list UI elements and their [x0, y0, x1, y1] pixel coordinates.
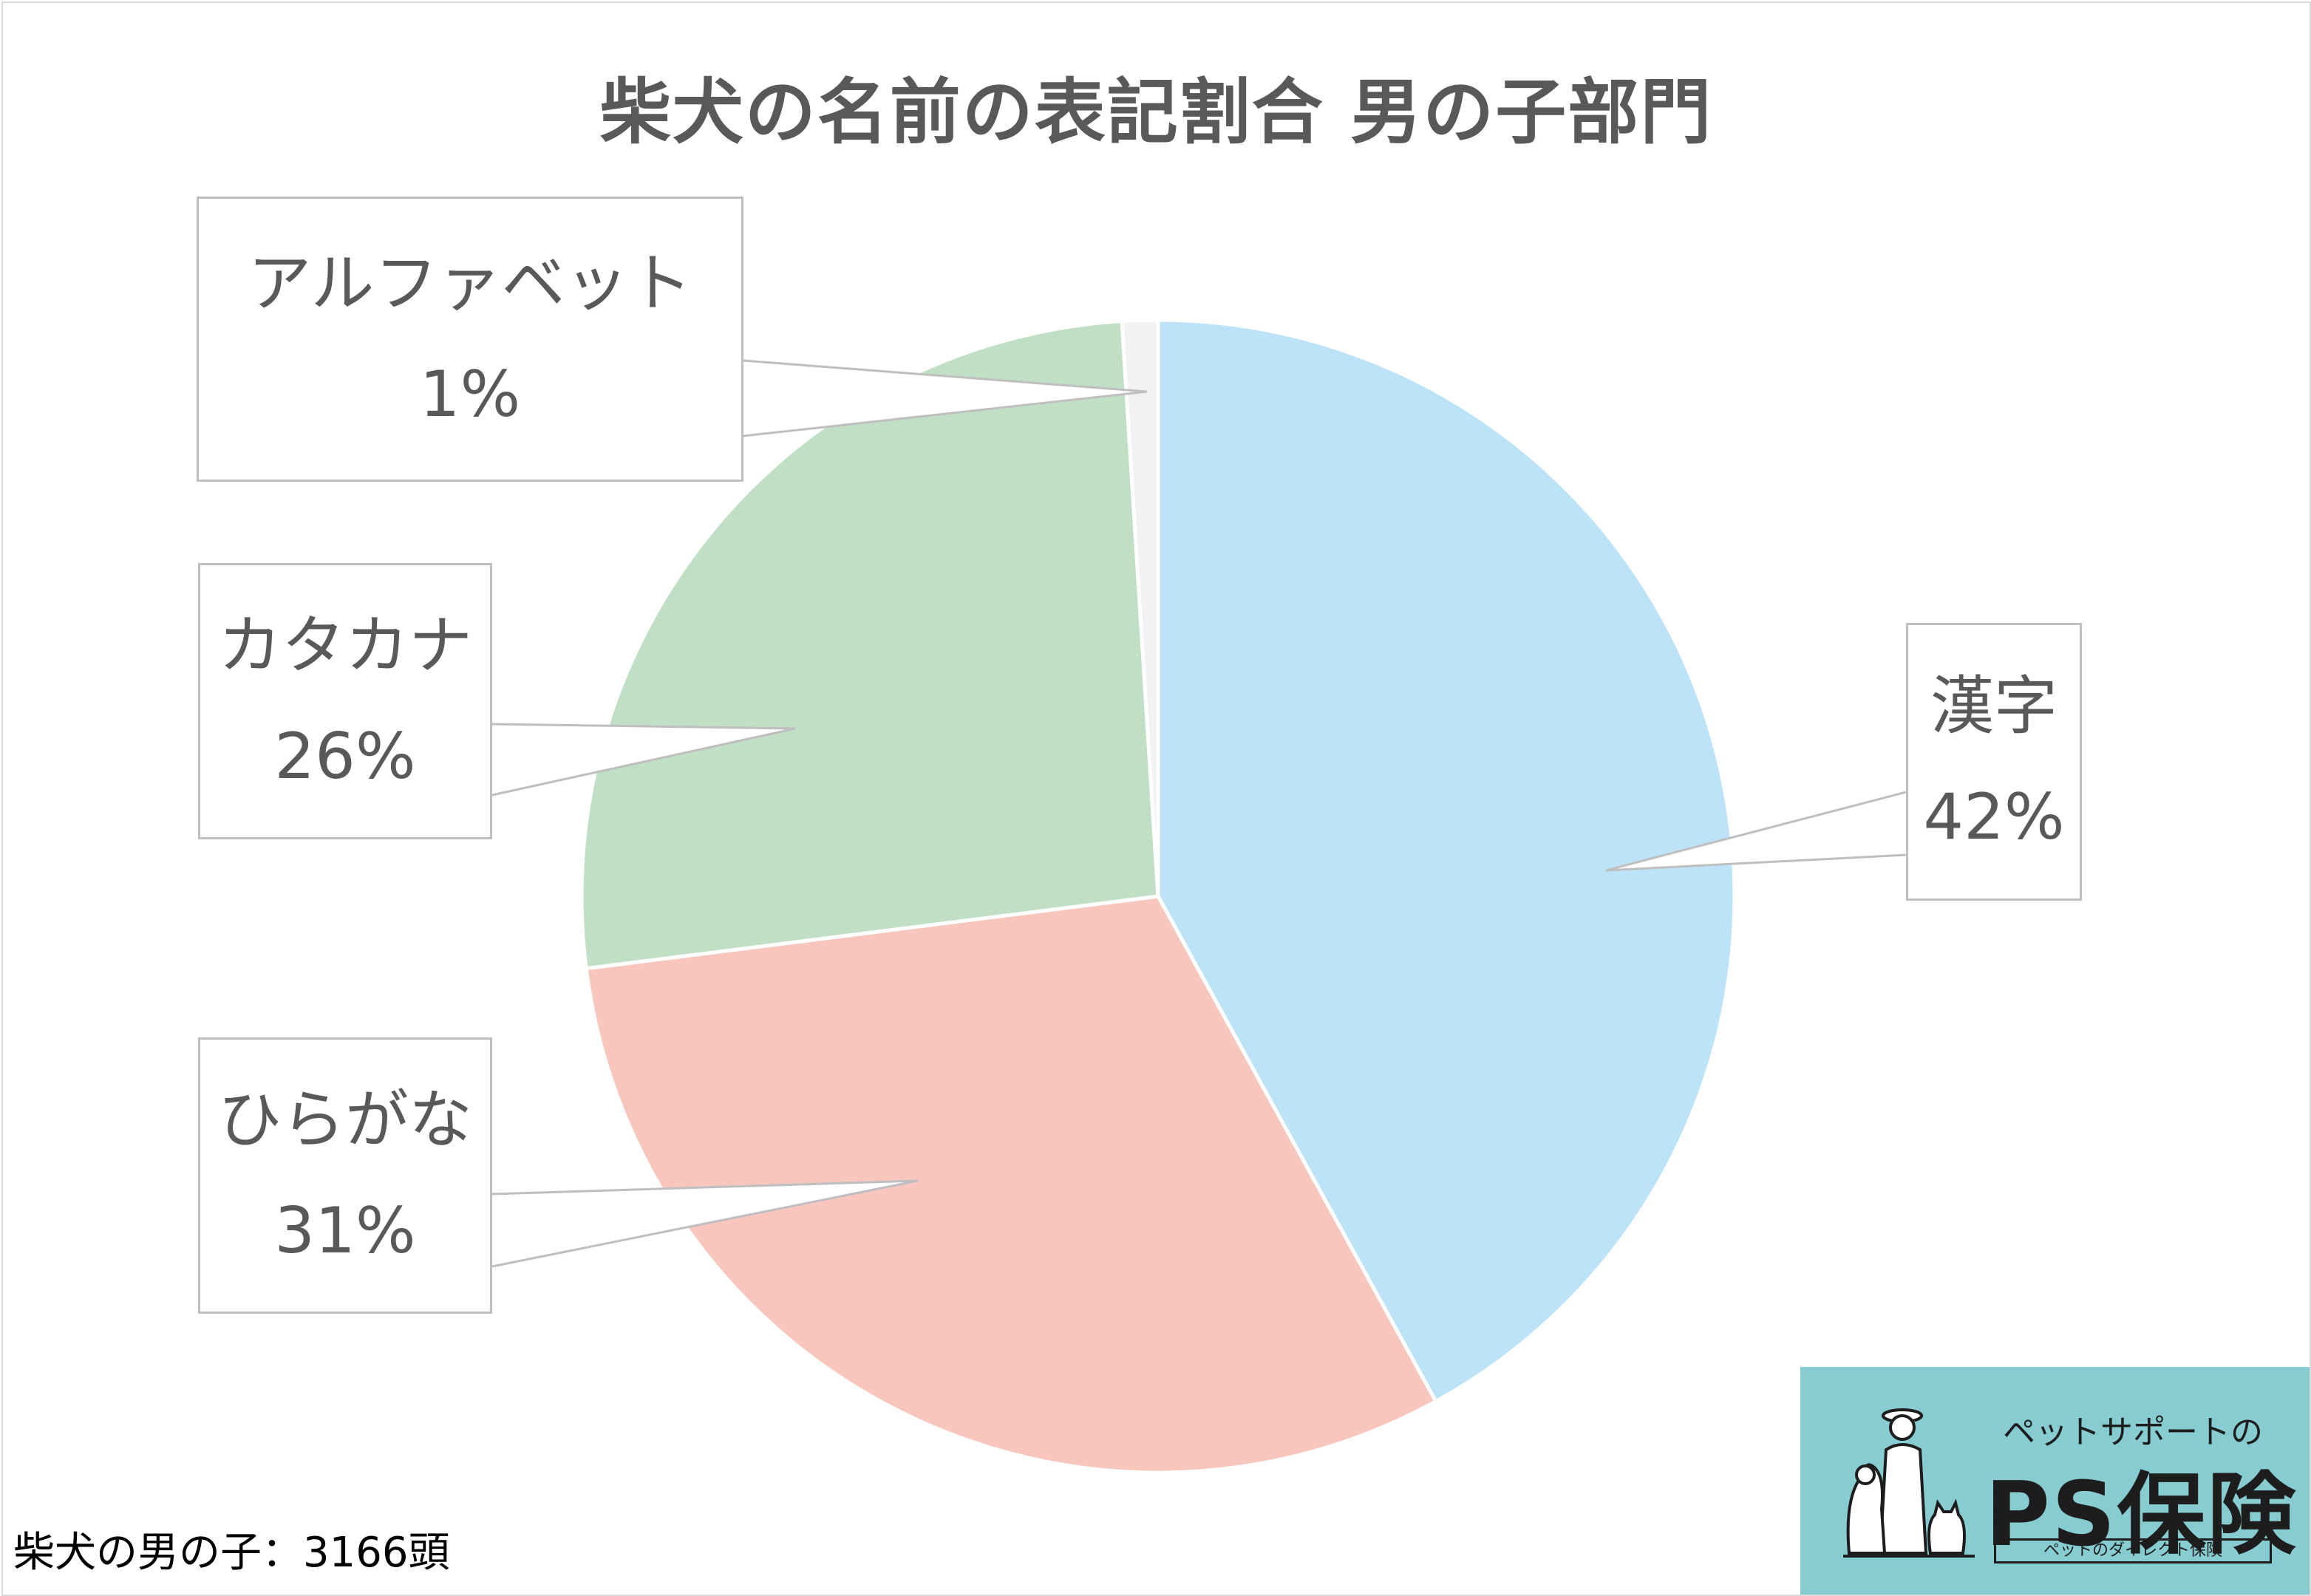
- callout-pointer-katakana: [491, 723, 796, 797]
- callout-pointer-hiragana: [491, 1179, 919, 1268]
- callout-pointer-fill-alphabet: [743, 361, 1147, 436]
- slice-label-alphabet: アルファベット: [248, 247, 692, 321]
- pie-slice-alphabet: [1120, 318, 1160, 897]
- callout-pointer-alphabet: [743, 359, 1148, 437]
- callout-pointer-kanji: [1605, 791, 1907, 872]
- pie-slice-hiragana: [584, 894, 1439, 1475]
- pie-chart: [491, 318, 1907, 1475]
- chart-title: 柴犬の名前の表記割合 男の子部門: [599, 71, 1713, 154]
- callout-kanji: 漢字 42%: [1906, 623, 2082, 901]
- pie-slice-katakana: [579, 318, 1160, 971]
- slice-value-katakana: 26%: [274, 720, 416, 794]
- callout-alphabet: アルファベット 1%: [197, 197, 743, 482]
- slice-value-alphabet: 1%: [419, 358, 521, 432]
- slice-label-kanji: 漢字: [1930, 669, 2058, 743]
- callout-hiragana: ひらがな 31%: [198, 1037, 492, 1314]
- pet-owner-icon: [1843, 1408, 1975, 1558]
- logo-tagline: ペットサポートの: [2003, 1413, 2263, 1451]
- logo-brand-name: PS保険: [1985, 1464, 2298, 1566]
- footnote-sample-size: 柴犬の男の子：3166頭: [13, 1529, 450, 1577]
- slice-label-katakana: カタカナ: [218, 609, 472, 683]
- pie-slice-kanji: [1156, 318, 1737, 1404]
- logo-subtitle: ペットのダイレクト保険: [1994, 1538, 2272, 1563]
- ps-hoken-logo: ペットサポートの PS保険 ペットのダイレクト保険: [1800, 1367, 2310, 1595]
- slice-value-kanji: 42%: [1923, 780, 2065, 854]
- slice-value-hiragana: 31%: [274, 1194, 416, 1268]
- callout-katakana: カタカナ 26%: [198, 563, 492, 839]
- slice-label-hiragana: ひらがな: [218, 1083, 472, 1157]
